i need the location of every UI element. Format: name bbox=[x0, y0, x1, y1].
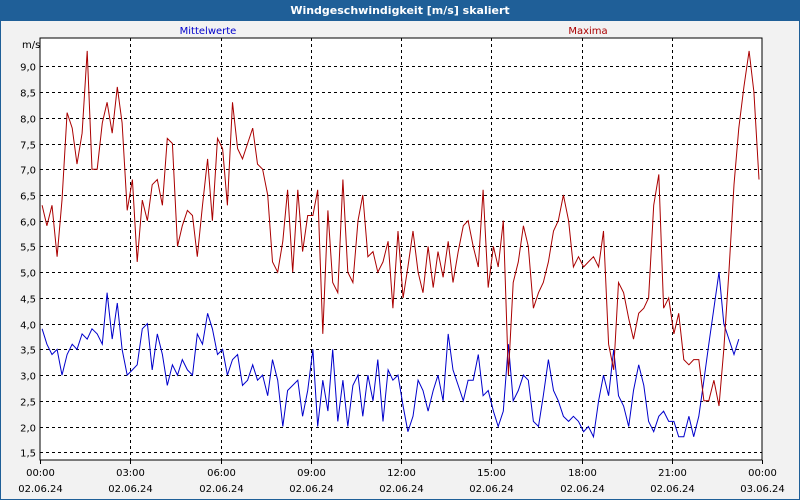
x-tick-time: 03:00 bbox=[116, 468, 145, 479]
y-tick-label: 6,0 bbox=[20, 218, 36, 229]
y-tick-label: 8,0 bbox=[20, 115, 36, 126]
y-tick-label: 3,5 bbox=[20, 346, 36, 357]
legend-label-mittelwerte: Mittelwerte bbox=[180, 26, 237, 37]
y-tick-label: 5,5 bbox=[20, 243, 36, 254]
y-tick-label: 1,5 bbox=[20, 449, 36, 460]
x-tick-date: 02.06.24 bbox=[560, 484, 605, 495]
x-tick-time: 06:00 bbox=[207, 468, 236, 479]
x-tick-time: 00:00 bbox=[26, 468, 55, 479]
x-tick-date: 02.06.24 bbox=[289, 484, 334, 495]
x-tick-time: 12:00 bbox=[387, 468, 416, 479]
series-line-maxima bbox=[41, 50, 760, 407]
x-tick-date: 02.06.24 bbox=[18, 484, 63, 495]
x-tick-time: 15:00 bbox=[477, 468, 506, 479]
y-tick-label: 4,0 bbox=[20, 321, 36, 332]
x-tick-date: 02.06.24 bbox=[379, 484, 424, 495]
y-tick-label: 6,5 bbox=[20, 192, 36, 203]
x-tick-date: 02.06.24 bbox=[650, 484, 695, 495]
y-tick-label: 5,0 bbox=[20, 269, 36, 280]
x-tick-time: 09:00 bbox=[297, 468, 326, 479]
x-tick-date: 02.06.24 bbox=[108, 484, 153, 495]
y-tick-label: 7,5 bbox=[20, 141, 36, 152]
y-tick-label: 4,5 bbox=[20, 295, 36, 306]
y-tick-label: 3,0 bbox=[20, 372, 36, 383]
y-tick-label: 8,5 bbox=[20, 89, 36, 100]
x-tick-time: 18:00 bbox=[568, 468, 597, 479]
series-line-mittelwerte bbox=[41, 272, 740, 439]
y-tick-label: 2,5 bbox=[20, 398, 36, 409]
window-title: Windgeschwindigkeit [m/s] skaliert bbox=[1, 1, 799, 21]
x-tick-date: 02.06.24 bbox=[469, 484, 514, 495]
y-tick-label: 9,0 bbox=[20, 63, 36, 74]
x-tick-time: 00:00 bbox=[748, 468, 777, 479]
y-tick-label: 2,0 bbox=[20, 424, 36, 435]
x-tick-date: 03.06.24 bbox=[740, 484, 785, 495]
y-axis-label: m/s bbox=[22, 40, 40, 51]
x-tick-date: 02.06.24 bbox=[199, 484, 244, 495]
legend-label-maxima: Maxima bbox=[568, 26, 607, 37]
y-tick-label: 7,0 bbox=[20, 166, 36, 177]
x-tick-time: 21:00 bbox=[658, 468, 687, 479]
